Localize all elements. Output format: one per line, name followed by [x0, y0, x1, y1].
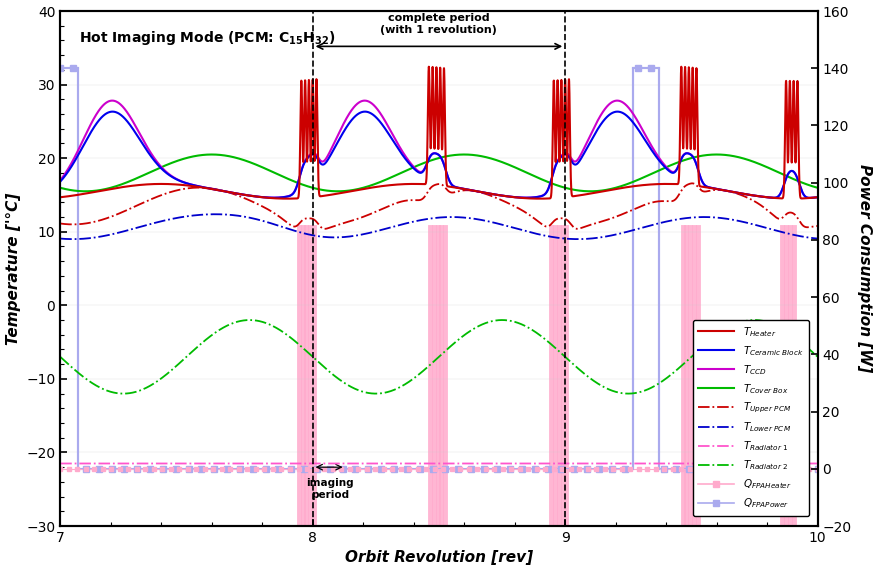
- Text: Hot Imaging Mode (PCM: $\mathbf{C_{15}H_{32}}$): Hot Imaging Mode (PCM: $\mathbf{C_{15}H_…: [79, 29, 335, 47]
- Y-axis label: Temperature ['°C]: Temperature ['°C]: [5, 192, 20, 345]
- X-axis label: Orbit Revolution [rev]: Orbit Revolution [rev]: [345, 550, 532, 565]
- Text: imaging
period: imaging period: [306, 478, 353, 500]
- Y-axis label: Power Consumption [W]: Power Consumption [W]: [857, 164, 872, 373]
- Legend: $T_{Heater}$, $T_{Ceramic\ Block}$, $T_{CCD}$, $T_{Cover\ Box}$, $T_{Upper\ PCM}: $T_{Heater}$, $T_{Ceramic\ Block}$, $T_{…: [692, 320, 808, 516]
- Text: complete period
(with 1 revolution): complete period (with 1 revolution): [380, 13, 496, 35]
